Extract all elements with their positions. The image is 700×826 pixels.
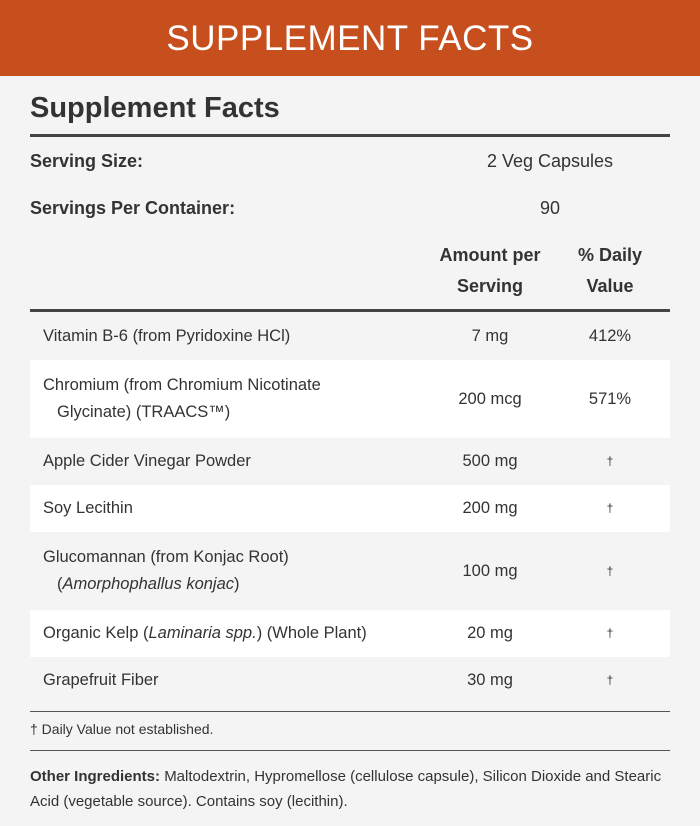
ingredient-line: Glucomannan (from Konjac Root) [43,544,430,571]
facts-rows: Vitamin B-6 (from Pyridoxine HCl) 7 mg 412… [30,313,670,704]
daily-value: 571% [588,389,632,408]
ingredient-cell: Vitamin B-6 (from Pyridoxine HCl) [30,313,430,360]
daily-value: 412% [588,327,632,345]
rule [30,750,670,751]
header-bar: SUPPLEMENT FACTS [0,0,700,76]
row: Soy Lecithin 200 mg † [30,485,670,532]
servings-label: Servings Per Container: [30,198,236,218]
serving-size-label: Serving Size: [30,151,144,171]
ingredient-name: Glucomannan (from Konjac Root) [43,548,289,566]
amount-cell: 30 mg [430,657,550,704]
rule [30,134,670,137]
amount: 200 mg [462,499,518,517]
ingredient-cell: Glucomannan (from Konjac Root) (Amorphoph… [30,532,430,610]
ingredient-name: Laminaria spp. [148,624,257,642]
ingredient-line: Glycinate) (TRAACS™) [43,399,430,426]
daily-header-line: % Daily [577,245,643,265]
ingredient-name: Amorphophallus konjac [62,575,235,593]
header-title: SUPPLEMENT FACTS [166,19,534,58]
ingredient-cell: Grapefruit Fiber [30,657,430,704]
rule [30,309,670,312]
ingredient-line: Vitamin B-6 (from Pyridoxine HCl) [43,323,430,350]
other-ingredients: Other Ingredients: Maltodextrin, Hyprome… [30,764,670,814]
row: Glucomannan (from Konjac Root) (Amorphoph… [30,532,670,610]
ingredient-line: Grapefruit Fiber [43,667,430,694]
facts-table: Vitamin B-6 (from Pyridoxine HCl) 7 mg 412… [30,313,670,704]
amount-header-line: Amount per [439,245,541,265]
servings-value: 90 [539,198,561,218]
daily-value: † [606,626,614,640]
amount-cell: 100 mg [430,532,550,610]
row: Apple Cider Vinegar Powder 500 mg † [30,438,670,485]
serving-size-value: 2 Veg Capsules [486,151,614,171]
amount: 7 mg [471,327,509,345]
ingredient-cell: Organic Kelp (Laminaria spp.) (Whole Pla… [30,610,430,657]
ingredient-name: ) [234,575,240,593]
ingredient-name: ) (Whole Plant) [256,624,367,642]
amount: 30 mg [467,671,513,689]
daily-cell: † [550,532,670,610]
rule [30,711,670,712]
amount: 200 mcg [458,389,522,408]
amount-cell: 200 mcg [430,360,550,438]
amount: 500 mg [462,452,518,470]
ingredient-line: Chromium (from Chromium Nicotinate [43,372,430,399]
daily-value: † [606,501,614,515]
amount-header: Amount per Serving [430,240,550,302]
daily-cell: † [550,657,670,704]
ingredient-cell: Apple Cider Vinegar Powder [30,438,430,485]
ingredient-name: Soy Lecithin [43,499,133,517]
amount-cell: 20 mg [430,610,550,657]
ingredient-line: (Amorphophallus konjac) [43,571,430,598]
daily-header-line: Value [586,276,634,296]
ingredient-line: Organic Kelp (Laminaria spp.) (Whole Pla… [43,620,430,647]
amount-cell: 500 mg [430,438,550,485]
row: Chromium (from Chromium Nicotinate Glycin… [30,360,670,438]
panel-title: Supplement Facts [30,92,280,124]
ingredient-line: Apple Cider Vinegar Powder [43,448,430,475]
daily-value: † [606,563,614,578]
daily-cell: † [550,485,670,532]
amount: 20 mg [467,624,513,642]
ingredient-cell: Chromium (from Chromium Nicotinate Glycin… [30,360,430,438]
row: Organic Kelp (Laminaria spp.) (Whole Pla… [30,610,670,657]
ingredient-name: Apple Cider Vinegar Powder [43,452,251,470]
amount: 100 mg [462,561,518,580]
row: Vitamin B-6 (from Pyridoxine HCl) 7 mg 412… [30,313,670,360]
other-ingredients-label: Other Ingredients: [30,768,161,785]
daily-cell: 571% [550,360,670,438]
daily-value: † [606,673,614,687]
other-ingredients-text: Maltodextrin, Hypromellose (cellulose ca… [30,768,662,810]
daily-cell: † [550,610,670,657]
ingredient-name: Organic Kelp ( [43,624,149,642]
amount-cell: 7 mg [430,313,550,360]
ingredient-cell: Soy Lecithin [30,485,430,532]
daily-header: % Daily Value [550,240,670,302]
ingredient-name: Glycinate) (TRAACS™) [57,403,231,421]
daily-cell: 412% [550,313,670,360]
amount-cell: 200 mg [430,485,550,532]
ingredient-line: Soy Lecithin [43,495,430,522]
daily-cell: † [550,438,670,485]
amount-header-line: Serving [456,276,524,296]
ingredient-name: Chromium (from Chromium Nicotinate [43,376,321,394]
daily-value: † [606,454,614,468]
row: Grapefruit Fiber 30 mg † [30,657,670,704]
ingredient-name: ( [57,575,63,593]
ingredient-name: Vitamin B-6 (from Pyridoxine HCl) [43,327,291,345]
footnote: † Daily Value not established. [30,721,214,737]
ingredient-name: Grapefruit Fiber [43,671,159,689]
